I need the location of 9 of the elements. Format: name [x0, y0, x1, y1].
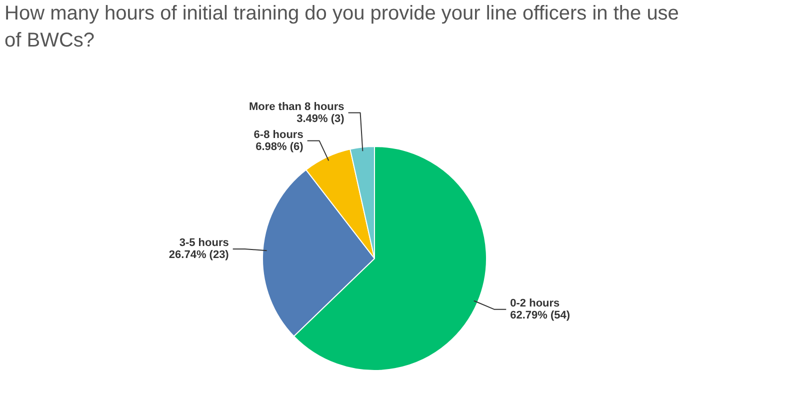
slice-label: 3-5 hours	[179, 237, 229, 250]
slice-label: 0-2 hours	[510, 297, 560, 310]
data-label: 62.79% (54)	[510, 309, 570, 322]
chart-title: How many hours of initial training do you provide your line officers in the use of BWCs?	[4, 2, 679, 52]
slice-label: 6-8 hours	[254, 128, 304, 141]
data-label: 6.98% (6)	[256, 140, 304, 153]
data-label: 3.49% (3)	[296, 112, 345, 125]
slice-label: More than 8 hours	[248, 100, 344, 113]
data-label: 26.74% (23)	[168, 249, 230, 262]
